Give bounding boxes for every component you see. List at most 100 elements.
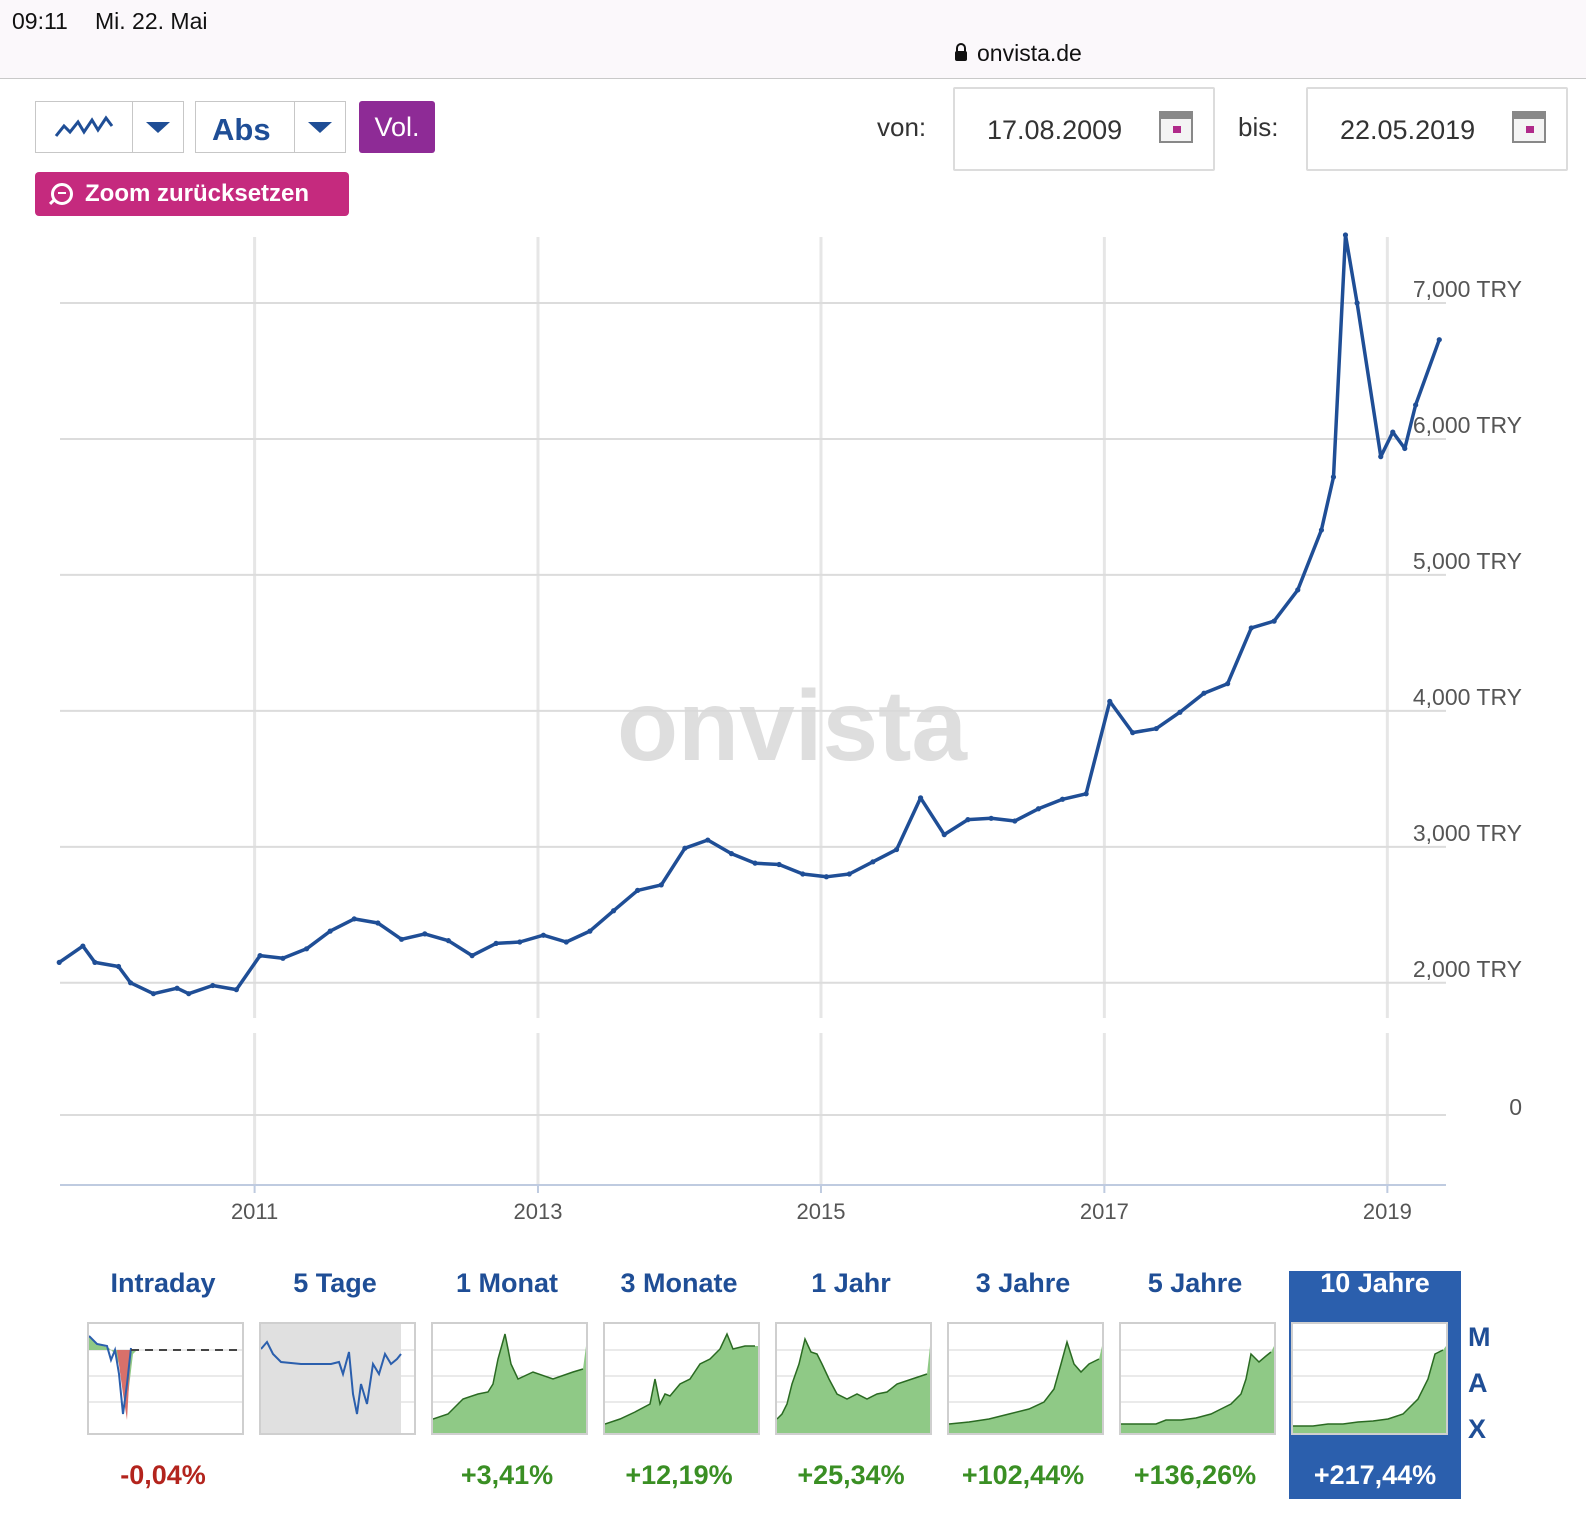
from-date-field[interactable]: 17.08.2009: [953, 87, 1215, 171]
period-sparkline-thumbnail[interactable]: [1119, 1322, 1276, 1435]
price-data-point: [233, 987, 239, 993]
price-data-point: [1295, 587, 1301, 593]
sparkline-chart: [776, 1336, 930, 1433]
price-data-point: [1225, 681, 1231, 687]
period-sparkline-thumbnail[interactable]: [603, 1322, 760, 1435]
x-tick-label: 2017: [1080, 1199, 1129, 1224]
price-data-point: [1330, 474, 1337, 480]
price-data-point: [610, 908, 617, 914]
price-data-point: [728, 851, 735, 857]
price-data-point: [1201, 690, 1207, 696]
price-data-point: [92, 959, 98, 966]
period-change-value: +25,34%: [797, 1460, 905, 1490]
to-date-value: 22.05.2019: [1340, 115, 1476, 145]
price-data-point: [988, 815, 994, 821]
price-chart[interactable]: onvista 2,000 TRY 3,000 TRY 4,000 TRY 5,000…: [0, 225, 1586, 1235]
price-data-point: [1342, 232, 1349, 238]
zoom-reset-button[interactable]: Zoom zurücksetzen: [35, 172, 349, 216]
x-tick-label: 2019: [1363, 1199, 1412, 1224]
price-data-point: [1012, 818, 1018, 824]
to-label: bis:: [1238, 112, 1279, 142]
price-data-point: [635, 887, 641, 893]
sparkline-chart: [948, 1339, 1102, 1433]
price-data-point: [1318, 527, 1325, 533]
y-tick-label: 5,000 TRY: [1413, 548, 1522, 574]
y-tick-label: 7,000 TRY: [1413, 276, 1522, 302]
period-change-value: -0,04%: [120, 1460, 206, 1490]
period-tab-label[interactable]: 5 Jahre: [1147, 1268, 1243, 1298]
calendar-icon[interactable]: [1512, 111, 1546, 143]
scale-dropdown[interactable]: Abs: [195, 101, 346, 153]
price-data-point: [893, 846, 900, 853]
price-data-point: [56, 959, 62, 966]
price-data-point: [752, 860, 758, 866]
url-text: onvista.de: [977, 40, 1082, 66]
zoom-icon: [51, 183, 73, 205]
max-button-letter[interactable]: X: [1468, 1414, 1487, 1444]
price-data-point: [303, 946, 310, 952]
period-tab-label[interactable]: 3 Jahre: [975, 1268, 1071, 1298]
volume-tick-label: 0: [1509, 1094, 1522, 1120]
price-data-point: [1107, 698, 1113, 704]
y-tick-label: 2,000 TRY: [1413, 956, 1522, 982]
period-tab-label[interactable]: 3 Monate: [620, 1268, 738, 1298]
watermark: onvista: [617, 670, 968, 782]
calendar-icon[interactable]: [1159, 111, 1193, 143]
period-tab-label[interactable]: Intraday: [110, 1268, 216, 1298]
chevron-down-icon: [146, 122, 170, 133]
price-data-point: [186, 991, 192, 997]
period-sparkline-thumbnail[interactable]: [1291, 1322, 1448, 1435]
period-change-value: +136,26%: [1133, 1460, 1257, 1490]
x-tick-label: 2013: [514, 1199, 563, 1224]
price-data-point: [80, 943, 86, 949]
price-data-point: [280, 955, 286, 961]
browser-status-bar: 09:11 Mi. 22. Mai onvista.de: [0, 0, 1586, 79]
period-tab-label[interactable]: 10 Jahre: [1320, 1268, 1430, 1298]
price-data-point: [127, 980, 134, 986]
price-data-point: [1248, 625, 1254, 631]
price-data-point: [1354, 300, 1360, 306]
period-tab-label[interactable]: 1 Monat: [455, 1268, 558, 1298]
max-button-letter[interactable]: M: [1468, 1322, 1491, 1352]
period-sparkline-thumbnail[interactable]: [775, 1322, 932, 1435]
period-sparkline-thumbnail[interactable]: [947, 1322, 1104, 1435]
sparkline-chart: [1121, 1346, 1274, 1433]
price-data-point: [918, 795, 924, 801]
price-data-point: [422, 931, 428, 937]
period-sparkline-thumbnail[interactable]: [431, 1322, 588, 1435]
period-tab-label[interactable]: 5 Tage: [293, 1268, 377, 1298]
price-data-point: [257, 953, 263, 959]
price-data-point: [776, 861, 782, 868]
scale-label: Abs: [212, 112, 271, 147]
price-data-point: [174, 985, 180, 991]
price-data-point: [1130, 730, 1136, 736]
sparkline-chart: [432, 1333, 586, 1433]
price-data-point: [705, 837, 711, 843]
price-data-point: [800, 871, 806, 877]
period-change-value: +3,41%: [460, 1460, 554, 1490]
x-tick-label: 2011: [231, 1199, 278, 1224]
to-date-field[interactable]: 22.05.2019: [1306, 87, 1568, 171]
chart-type-dropdown[interactable]: [35, 101, 184, 153]
price-data-point: [327, 928, 333, 934]
from-label: von:: [877, 112, 927, 142]
volume-toggle-button[interactable]: Vol.: [359, 101, 435, 153]
price-data-point: [846, 871, 852, 877]
price-data-point: [1035, 806, 1042, 812]
y-tick-label: 6,000 TRY: [1413, 412, 1522, 438]
y-tick-label: 3,000 TRY: [1413, 820, 1522, 846]
x-tick-label: 2015: [796, 1199, 845, 1224]
price-data-point: [517, 939, 523, 945]
max-button-letter[interactable]: A: [1468, 1368, 1488, 1398]
date-label: Mi. 22. Mai: [95, 8, 208, 34]
period-sparkline-thumbnail[interactable]: [259, 1322, 416, 1435]
price-data-point: [540, 932, 547, 938]
address-bar[interactable]: onvista.de: [955, 40, 1082, 67]
price-data-point: [375, 920, 381, 926]
price-data-point: [469, 953, 475, 959]
sparkline-chart: [88, 1335, 242, 1420]
lock-icon: [955, 43, 967, 61]
period-tab-label[interactable]: 1 Jahr: [811, 1268, 891, 1298]
period-sparkline-thumbnail[interactable]: [87, 1322, 244, 1435]
price-data-point: [870, 859, 876, 865]
